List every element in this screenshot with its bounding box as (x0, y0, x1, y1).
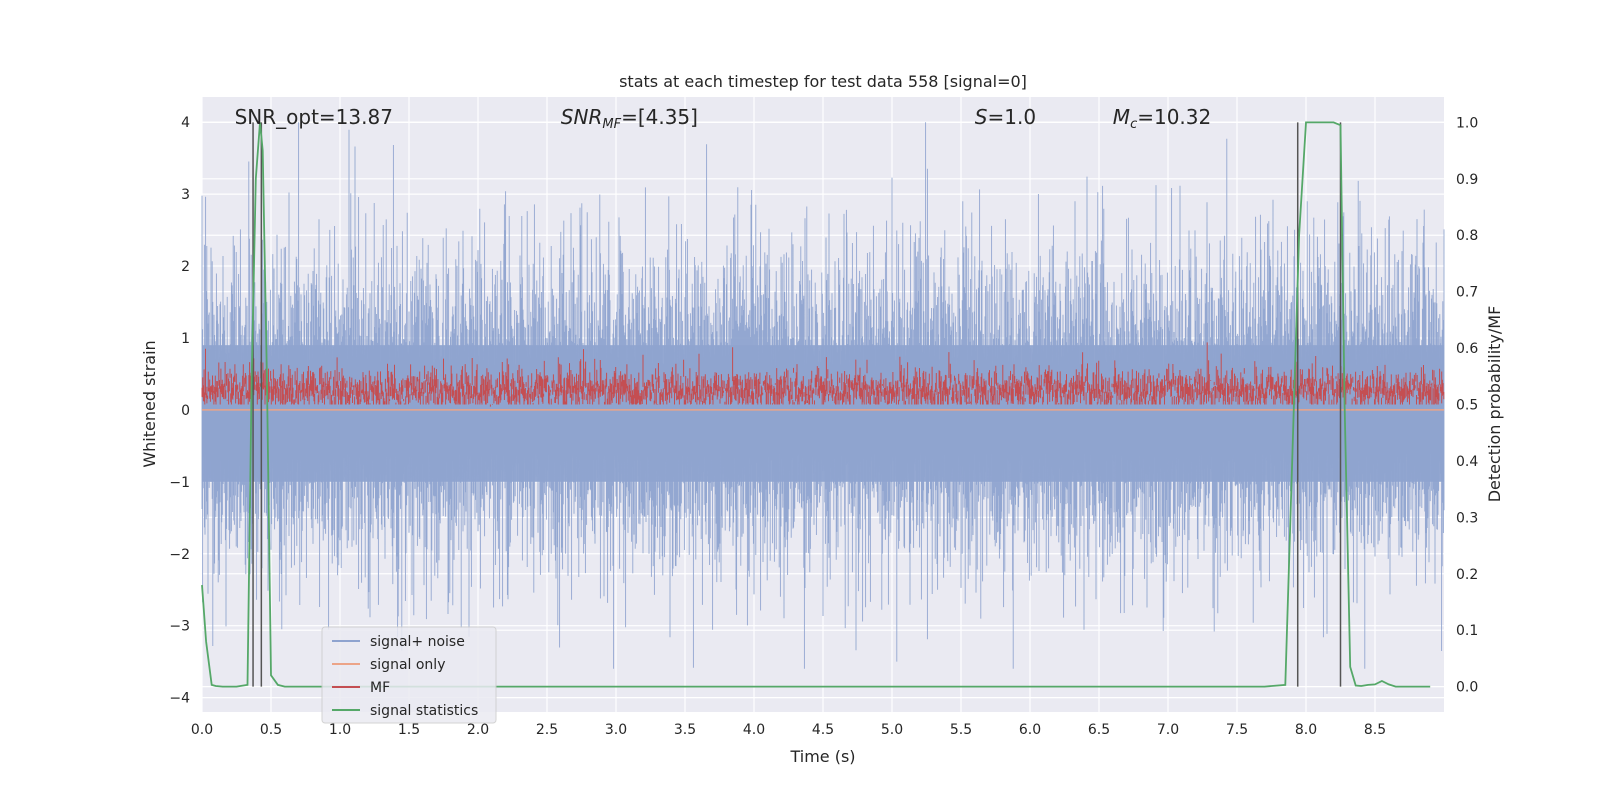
x-tick-label: 3.5 (674, 722, 696, 738)
y-tick-label-left: −2 (169, 547, 190, 563)
x-tick-label: 8.0 (1295, 722, 1317, 738)
signal-statistics-line (201, 121, 1431, 688)
legend-label-1: signal only (370, 657, 445, 673)
tick-labels: 0.0 0.5 1.0 1.5 2.0 2.5 3.0 3.5 4.0 4.5 5.0 5.5 6.0 6… (169, 115, 1478, 738)
y-tick-label-right: 0.2 (1456, 567, 1478, 583)
annotation-1: SNRMF=[4.35] (561, 105, 698, 132)
y-tick-label-right: 0.9 (1456, 172, 1478, 188)
mf-path (201, 342, 1445, 407)
y-tick-label-right: 0.3 (1456, 510, 1478, 526)
legend-box (321, 626, 497, 724)
y-tick-label-right: 0.0 (1456, 680, 1478, 696)
x-tick-label: 5.0 (881, 722, 903, 738)
legend-label-3: signal statistics (370, 703, 478, 719)
signal-statistics-series (201, 121, 1431, 688)
annotation-2: S=1.0 (975, 105, 1036, 129)
y-axis-label-right: Detection probability/MF (1485, 306, 1504, 503)
x-tick-label: 5.5 (950, 722, 972, 738)
x-tick-label: 2.5 (536, 722, 558, 738)
x-tick-label: 3.0 (605, 722, 627, 738)
annotations: SNR_opt=13.87 SNRMF=[4.35] S=1.0 Mc=10.32 (235, 105, 1212, 132)
annotation-3: Mc=10.32 (1113, 105, 1211, 132)
y-tick-label-left: −4 (169, 691, 190, 707)
y-tick-label-right: 0.5 (1456, 398, 1478, 414)
x-tick-label: 4.5 (812, 722, 834, 738)
annotation-0: SNR_opt=13.87 (235, 105, 393, 129)
x-tick-label: 2.0 (467, 722, 489, 738)
x-tick-label: 6.0 (1019, 722, 1041, 738)
x-tick-label: 1.0 (329, 722, 351, 738)
mf-series (201, 342, 1445, 407)
legend-label-0: signal+ noise (370, 634, 465, 650)
y-tick-label-left: 4 (181, 115, 190, 131)
x-tick-label: 0.5 (260, 722, 282, 738)
vertical-markers (252, 122, 1342, 687)
legend-label-2: MF (370, 680, 390, 696)
y-tick-label-right: 1.0 (1456, 115, 1478, 131)
x-axis-label: Time (s) (789, 747, 855, 766)
y-tick-label-right: 0.7 (1456, 285, 1478, 301)
y-tick-label-left: 0 (181, 403, 190, 419)
y-tick-label-left: 3 (181, 187, 190, 203)
y-tick-label-left: −3 (169, 619, 190, 635)
signal-plus-noise-series (201, 122, 1445, 669)
x-tick-label: 7.5 (1226, 722, 1248, 738)
x-tick-label: 6.5 (1088, 722, 1110, 738)
x-tick-label: 7.0 (1157, 722, 1179, 738)
y-axis-label-left: Whitened strain (140, 340, 159, 467)
y-tick-label-right: 0.1 (1456, 623, 1478, 639)
y-tick-label-left: 1 (181, 331, 190, 347)
x-tick-label: 1.5 (398, 722, 420, 738)
y-tick-label-right: 0.4 (1456, 454, 1478, 470)
y-tick-label-left: −1 (169, 475, 190, 491)
y-tick-label-right: 0.6 (1456, 341, 1478, 357)
legend: signal+ noise signal only MF signal statist… (321, 626, 497, 724)
chart-title: stats at each timestep for test data 558… (619, 72, 1027, 91)
x-tick-label: 0.0 (191, 722, 213, 738)
x-tick-label: 4.0 (743, 722, 765, 738)
y-tick-label-left: 2 (181, 259, 190, 275)
y-tick-label-right: 0.8 (1456, 228, 1478, 244)
x-tick-label: 8.5 (1364, 722, 1386, 738)
